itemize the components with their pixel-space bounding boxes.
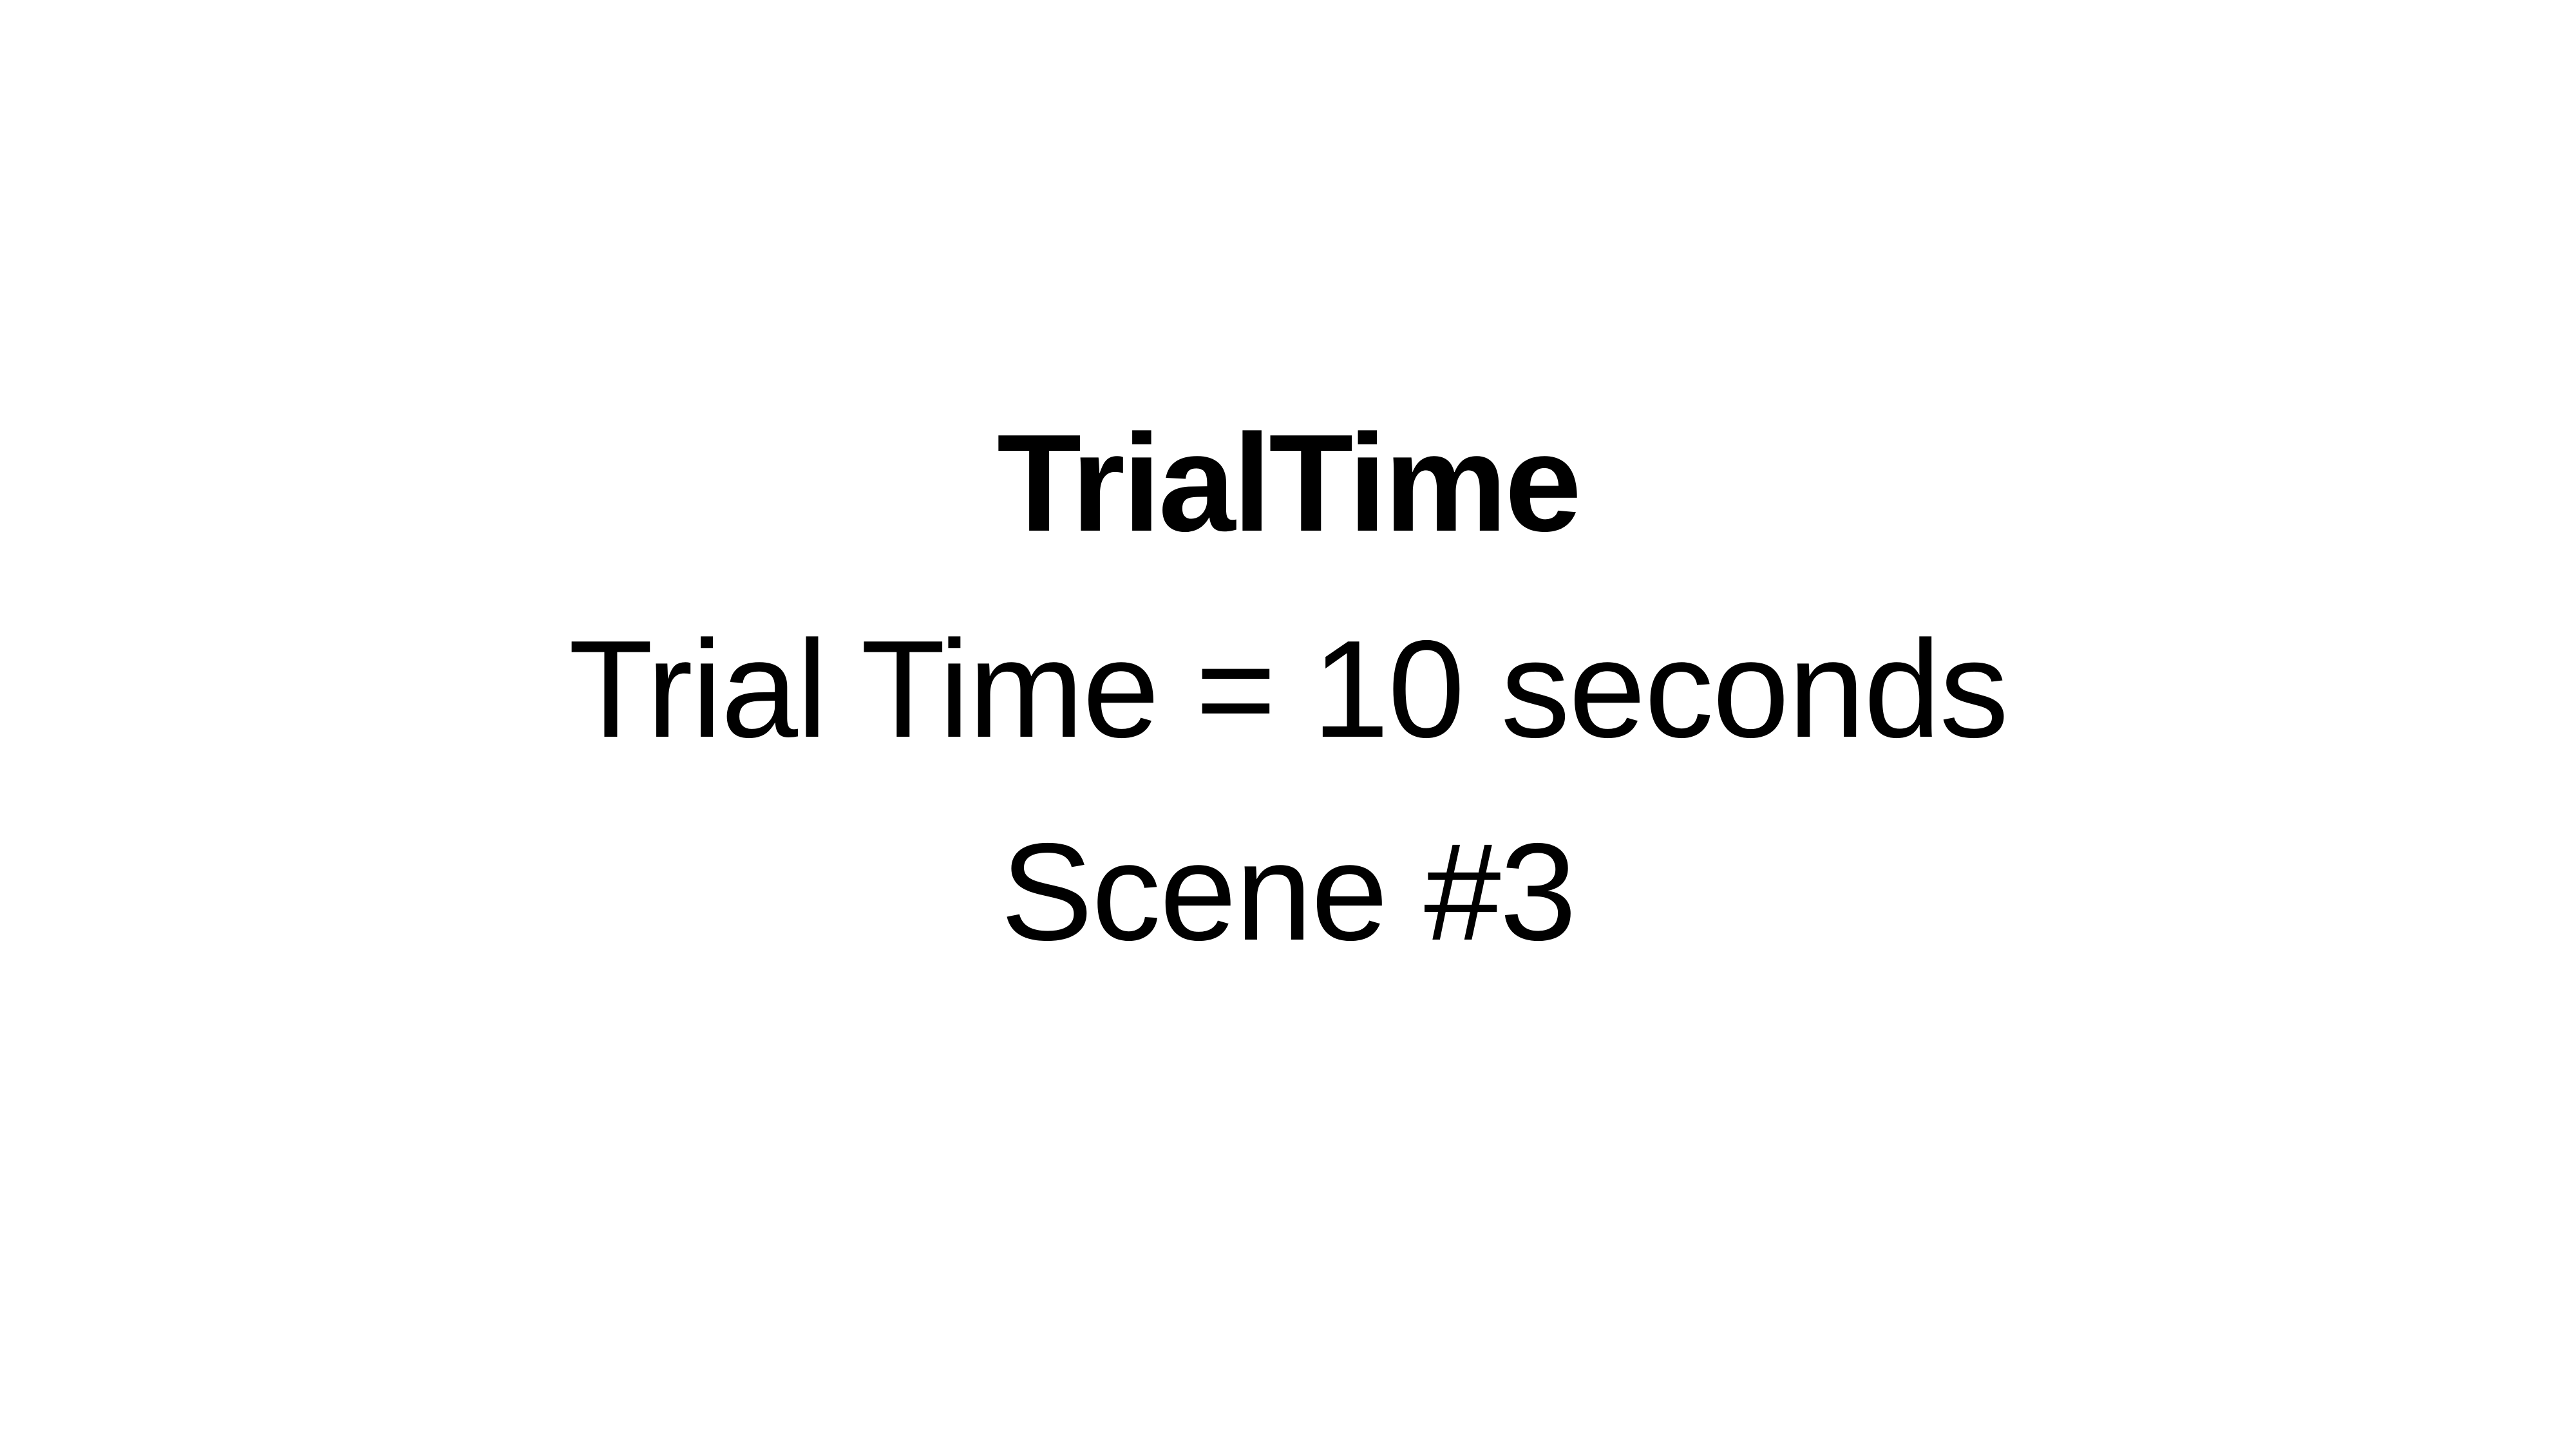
trial-time-text: Trial Time = 10 seconds xyxy=(568,611,2009,766)
scene-number-text: Scene #3 xyxy=(1000,814,1577,969)
slide-title: TrialTime xyxy=(996,405,1582,560)
